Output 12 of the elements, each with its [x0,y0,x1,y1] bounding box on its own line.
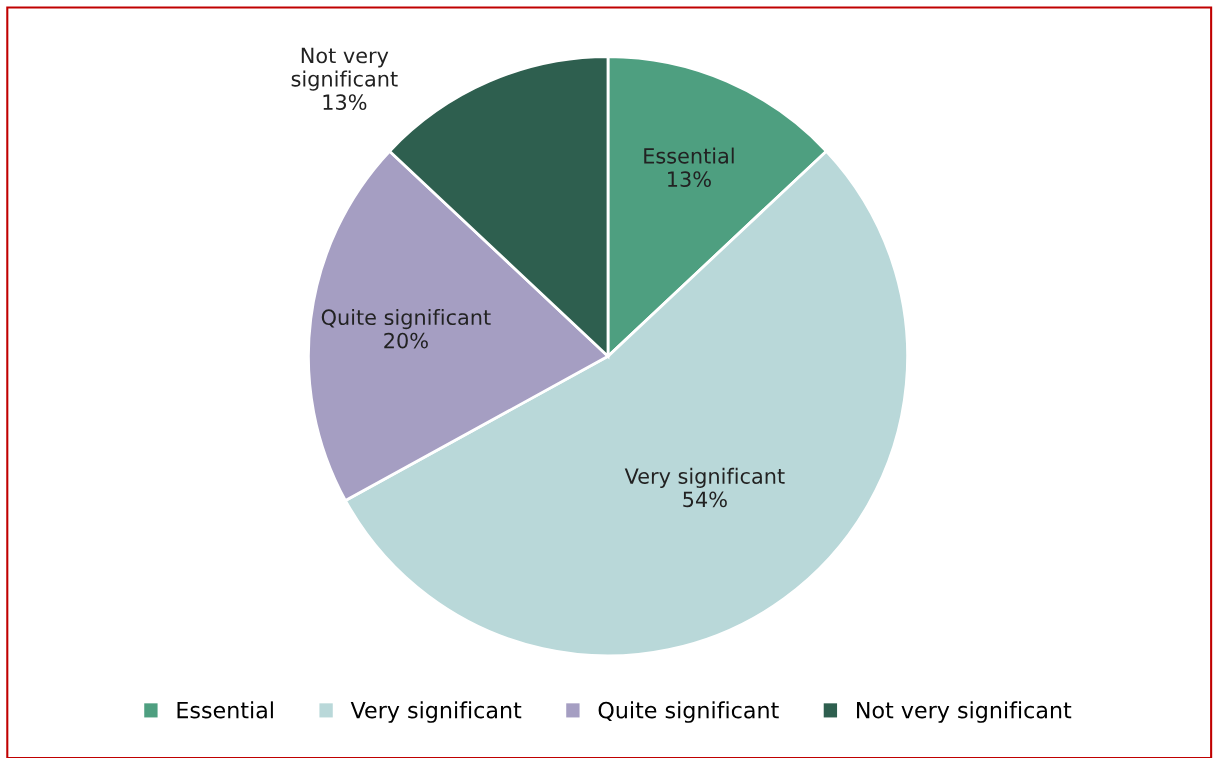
slice-label: Essential [644,147,734,164]
legend-label: Very significant [350,701,522,723]
slice-label: Not very significant [291,47,398,91]
data-label: 20% [384,332,428,349]
legend-label: Quite significant [598,701,779,723]
legend-label: Essential [177,701,273,719]
data-label: 13% [668,171,711,187]
legend-label: Not very significant [857,701,1072,723]
slice-label: Quite significant [321,308,491,330]
data-label: 13% [323,94,367,111]
data-label: 54% [683,491,727,508]
slice-label: Very significant [624,467,785,488]
